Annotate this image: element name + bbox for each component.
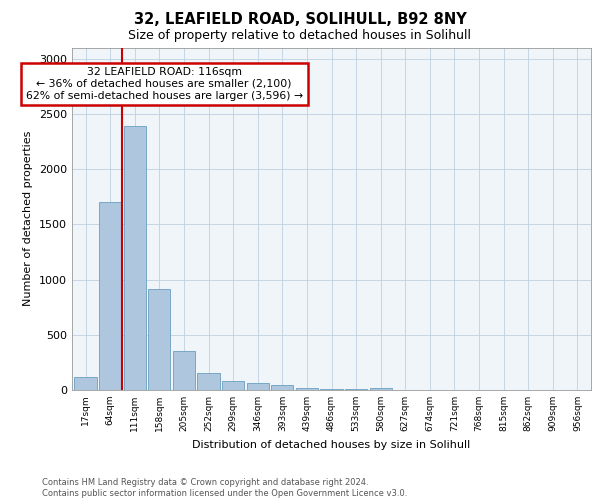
Bar	[148, 290, 170, 390]
Bar	[247, 384, 269, 390]
Bar	[296, 388, 318, 390]
Bar	[173, 351, 195, 390]
Text: 32, LEAFIELD ROAD, SOLIHULL, B92 8NY: 32, LEAFIELD ROAD, SOLIHULL, B92 8NY	[134, 12, 466, 28]
Bar	[124, 126, 146, 390]
Bar	[222, 380, 244, 390]
X-axis label: Distribution of detached houses by size in Solihull: Distribution of detached houses by size …	[193, 440, 470, 450]
Bar	[320, 389, 343, 390]
Bar	[197, 373, 220, 390]
Bar	[74, 376, 97, 390]
Text: Size of property relative to detached houses in Solihull: Size of property relative to detached ho…	[128, 29, 472, 42]
Text: Contains HM Land Registry data © Crown copyright and database right 2024.
Contai: Contains HM Land Registry data © Crown c…	[42, 478, 407, 498]
Bar	[271, 385, 293, 390]
Y-axis label: Number of detached properties: Number of detached properties	[23, 131, 34, 306]
Text: 32 LEAFIELD ROAD: 116sqm
← 36% of detached houses are smaller (2,100)
62% of sem: 32 LEAFIELD ROAD: 116sqm ← 36% of detach…	[26, 68, 303, 100]
Bar	[99, 202, 121, 390]
Bar	[370, 388, 392, 390]
